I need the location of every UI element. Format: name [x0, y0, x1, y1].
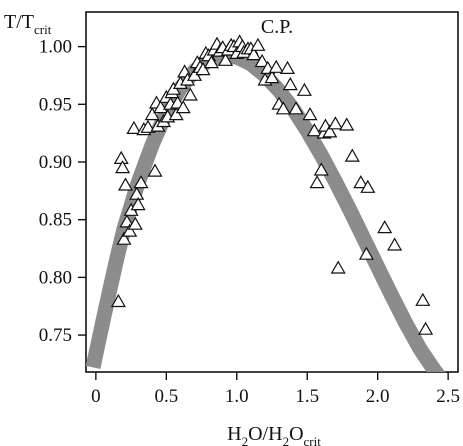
- y-axis-label-sub: crit: [34, 22, 52, 37]
- data-point: [302, 106, 318, 121]
- data-point: [288, 101, 304, 115]
- data-point: [127, 216, 143, 230]
- data-point: [217, 52, 234, 66]
- x-axis-label-sub: 2: [242, 434, 249, 446]
- data-point: [119, 214, 135, 228]
- x-tick-label: 2.0: [366, 386, 390, 407]
- data-point: [110, 293, 126, 308]
- data-point: [353, 175, 369, 189]
- x-axis-label-part: O: [289, 423, 303, 445]
- y-tick-label: 0.75: [39, 325, 72, 346]
- annotation-cp: C.P.: [261, 16, 293, 38]
- data-point: [130, 196, 146, 211]
- y-tick-label: 0.85: [39, 210, 72, 231]
- data-point: [116, 231, 132, 245]
- x-axis-label-part: O/H: [248, 423, 282, 445]
- y-tick-label: 0.80: [39, 267, 72, 288]
- data-point: [306, 123, 322, 137]
- data-point: [175, 100, 191, 114]
- x-tick-label: 1.5: [295, 386, 319, 407]
- data-point: [313, 162, 329, 176]
- data-point: [282, 76, 298, 91]
- data-point: [203, 55, 219, 69]
- x-tick-label: 1.0: [225, 386, 249, 407]
- y-axis-label: T/Tcrit: [4, 11, 52, 37]
- data-point: [387, 237, 403, 251]
- data-point: [339, 117, 355, 131]
- data-point: [377, 220, 393, 234]
- data-point: [129, 186, 145, 200]
- x-axis-label: H2O/H2Ocrit: [227, 423, 321, 446]
- data-point: [168, 106, 184, 121]
- data-point: [147, 163, 163, 177]
- data-point: [182, 87, 198, 101]
- x-tick-label: 0: [91, 386, 101, 407]
- data-points-layer: [110, 34, 434, 335]
- data-point: [250, 37, 266, 51]
- y-axis-ticks: 0.75 0.80 0.85 0.90 0.95 1.00: [39, 37, 86, 346]
- plot-area: [85, 11, 459, 373]
- data-point: [296, 82, 312, 96]
- data-point: [117, 177, 134, 191]
- data-point: [140, 119, 156, 133]
- y-tick-label: 0.95: [39, 94, 72, 115]
- data-point: [327, 116, 343, 130]
- data-point: [360, 179, 376, 193]
- data-point: [126, 120, 142, 134]
- data-point: [254, 53, 270, 68]
- data-point: [264, 70, 280, 84]
- x-tick-label: 2.5: [436, 386, 460, 407]
- data-point: [115, 160, 131, 174]
- data-point: [133, 175, 149, 189]
- data-point: [246, 46, 262, 61]
- x-tick-label: 0.5: [154, 386, 178, 407]
- y-tick-label: 0.90: [39, 152, 72, 173]
- data-point: [330, 260, 346, 274]
- y-axis-label-base: T/T: [4, 11, 34, 33]
- x-axis-label-part: H: [227, 423, 241, 445]
- y-tick-label: 1.00: [39, 37, 72, 58]
- data-point: [358, 246, 374, 260]
- data-point: [144, 106, 160, 121]
- data-point: [279, 60, 296, 75]
- data-point: [268, 59, 284, 73]
- x-axis-label-sub: crit: [304, 434, 322, 446]
- data-point: [309, 175, 325, 189]
- data-point: [415, 292, 431, 306]
- data-point: [418, 321, 434, 335]
- data-point: [122, 223, 138, 237]
- data-point: [275, 101, 291, 115]
- data-point: [344, 148, 360, 162]
- x-axis-label-sub: 2: [283, 434, 290, 446]
- x-axis-ticks: 0 0.5 1.0 1.5 2.0 2.5: [91, 372, 460, 407]
- data-point: [322, 124, 338, 138]
- data-point: [195, 61, 211, 76]
